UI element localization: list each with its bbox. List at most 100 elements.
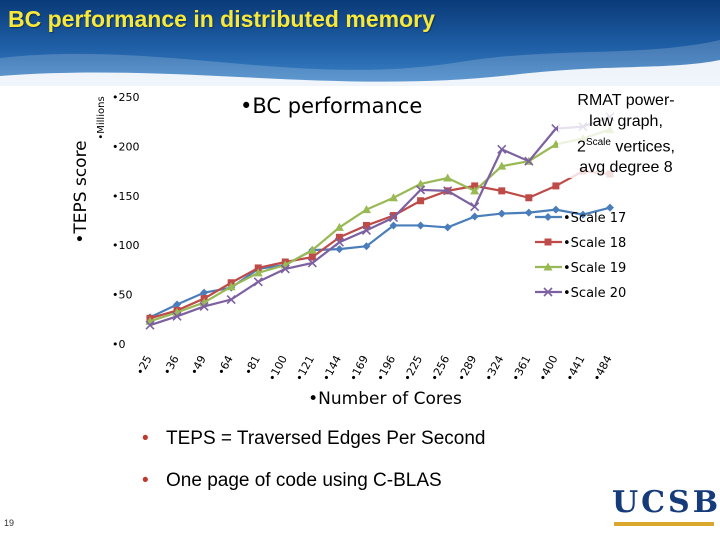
y-tick-label: •200 [112,140,139,153]
graph-description-annotation: RMAT power- law graph, 2Scale vertices, … [558,90,694,179]
series-line-3 [149,128,611,323]
annotation-line-4: avg degree 8 [579,159,673,177]
data-point-series-4 [199,301,209,312]
data-point-series-1 [335,245,344,254]
data-point-series-1 [606,203,614,212]
data-point-series-2 [417,197,425,205]
data-point-series-2 [390,212,398,220]
x-tick-label: •64 [215,353,236,377]
data-point-series-2 [471,182,479,190]
annotation-vertices: vertices, [610,138,675,156]
data-point-series-4 [334,237,344,247]
y-axis-unit-label: •Millions [96,96,107,139]
data-point-series-1 [362,242,371,251]
x-tick-label: •484 [590,353,614,383]
y-tick-label: •250 [112,91,139,104]
y-tick-label: •150 [112,190,139,203]
logo-text: UCSB [612,485,720,520]
x-tick-label: •36 [161,353,182,377]
logo-underline [614,522,714,526]
bullet-item-teps: • TEPS = Traversed Edges Per Second [142,426,485,468]
data-point-series-4 [416,185,426,195]
annotation-line-1: RMAT power- [577,92,675,109]
x-tick-label: •169 [347,353,371,383]
bullet-text: TEPS = Traversed Edges Per Second [166,428,486,449]
data-point-series-3 [416,179,426,188]
bullet-dot-icon: • [142,428,149,449]
data-point-series-3 [253,268,263,277]
x-tick-label: •441 [563,353,587,383]
chart: •0 •50 •100 •150 •200 •250 •25 •36 •49 •64 •81 •100… [0,80,720,420]
data-point-series-3 [443,173,453,182]
bullet-list: • TEPS = Traversed Edges Per Second • One … [142,426,485,510]
bullet-text: One page of code using C-BLAS [166,470,442,491]
bullet-item-code: • One page of code using C-BLAS [142,468,485,510]
data-point-series-4 [443,186,453,196]
x-tick-label: •144 [320,353,344,383]
header-band [0,0,720,86]
legend-label-1: •Scale 17 [563,211,626,226]
x-tick-label: •400 [536,353,560,383]
data-point-series-2 [254,264,262,272]
legend-marker-4 [543,287,553,297]
data-point-series-1 [389,221,398,230]
y-axis-title: •TEPS score [71,140,91,243]
x-tick-label: •361 [509,353,533,383]
annotation-line-2: law graph, [589,113,663,130]
annotation-exponent: Scale [585,137,611,148]
data-point-series-4 [253,277,263,287]
x-tick-label: •49 [188,353,209,377]
data-point-series-4 [388,212,399,223]
data-point-series-4 [361,225,372,235]
data-point-series-4 [524,156,534,166]
data-point-series-1 [173,300,182,309]
data-point-series-2 [525,194,533,202]
x-tick-label: •225 [401,353,425,383]
y-tick-label: •0 [112,338,126,351]
data-point-series-2 [552,182,560,190]
x-tick-label: •324 [482,353,506,383]
data-point-series-4 [307,258,317,268]
data-point-series-4 [226,294,236,305]
data-point-series-3 [226,282,236,291]
data-point-series-3 [389,193,399,202]
y-tick-label: •100 [112,239,139,252]
data-point-series-4 [470,202,480,212]
data-point-series-1 [443,223,452,232]
annotation-base: 2 [577,138,586,156]
x-tick-label: •25 [134,353,155,377]
data-point-series-1 [416,221,425,230]
data-point-series-4 [172,311,182,321]
x-tick-label: •121 [293,353,317,383]
x-axis-title: •Number of Cores [308,389,462,409]
data-point-series-4 [145,320,155,330]
data-point-series-3 [361,205,371,214]
data-point-series-3 [334,222,344,231]
annotation-line-3: 2Scale vertices, [558,132,694,157]
header-wave-decoration [0,40,720,86]
legend-label-2: •Scale 18 [563,236,626,251]
legend-marker-1 [544,213,552,221]
series-line-2 [149,169,611,320]
chart-title: •BC performance [240,94,423,118]
data-point-series-2 [498,187,506,195]
data-point-series-2 [362,221,370,229]
data-point-series-2 [335,233,343,241]
data-point-series-3 [307,245,317,254]
data-point-series-3 [470,186,480,195]
legend-label-4: •Scale 20 [563,286,626,301]
data-point-series-4 [497,144,507,154]
data-point-series-1 [551,205,560,214]
bullet-dot-icon: • [142,470,149,491]
legend-marker-3 [543,262,553,271]
data-point-series-1 [470,212,479,221]
x-tick-label: •196 [374,353,398,383]
data-point-series-4 [280,264,290,274]
data-point-series-1 [524,208,533,217]
ucsb-logo: UCSB [612,485,720,534]
x-tick-label: •100 [266,353,290,383]
data-point-series-2 [308,253,316,261]
slide-title: BC performance in distributed memory [8,6,435,32]
data-point-series-1 [578,210,587,219]
series-line-4 [149,115,611,327]
